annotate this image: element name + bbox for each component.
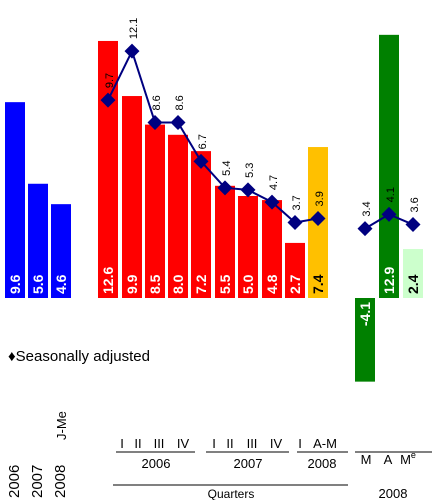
series-value-label: 6.7: [197, 134, 209, 149]
group-label: 2008: [379, 486, 408, 500]
month-tick-label: Me: [400, 450, 416, 467]
series-marker: [264, 194, 280, 210]
bar-value-label: 9.9: [124, 274, 140, 294]
bar: [168, 134, 188, 298]
bar-value-label: -4.1: [357, 302, 373, 326]
bar: [5, 102, 25, 298]
bar-value-label: 12.6: [100, 267, 116, 294]
bar: [215, 185, 235, 298]
series-marker: [357, 221, 373, 237]
bar-value-label: 5.0: [240, 274, 256, 294]
quarter-tick-label: III: [154, 436, 165, 451]
bar-value-label: 8.0: [170, 274, 186, 294]
series-marker: [217, 180, 233, 196]
bar: [98, 40, 118, 299]
quarter-tick-label: II: [134, 436, 141, 451]
group-label: 2006: [142, 456, 171, 471]
group-label: 2008: [308, 456, 337, 471]
bar: [379, 34, 399, 299]
bar: [122, 96, 142, 298]
quarter-tick-label: II: [226, 436, 233, 451]
quarter-tick-label: I: [212, 436, 216, 451]
bar-value-label: 5.5: [217, 274, 233, 294]
quarter-tick-label: III: [247, 436, 258, 451]
bar: [262, 200, 282, 298]
series-marker: [147, 115, 163, 131]
series-marker: [405, 217, 421, 233]
series-line: [107, 48, 319, 224]
month-tick-label: M: [361, 452, 372, 467]
series-value-label: 5.4: [221, 161, 233, 176]
quarter-tick-label: IV: [177, 436, 190, 451]
bar: [51, 204, 71, 298]
bar-value-label: 7.2: [193, 274, 209, 294]
series-value-label: 3.4: [361, 201, 373, 216]
bar-value-label: 4.8: [264, 274, 280, 294]
bar: [28, 183, 48, 298]
series-value-label: 4.1: [385, 187, 397, 202]
group-label: 2007: [234, 456, 263, 471]
series-marker: [100, 92, 116, 108]
bar: [355, 298, 375, 382]
bar: [145, 124, 165, 298]
series-value-label: 3.6: [409, 197, 421, 212]
series-marker: [193, 153, 209, 169]
month-tick-label-superscript: e: [411, 450, 416, 460]
series-value-label: 4.7: [268, 175, 280, 190]
series-marker: [310, 210, 326, 226]
quarter-tick-label: I: [120, 436, 124, 451]
series-marker: [381, 206, 397, 222]
month-tick-label: A: [384, 452, 393, 467]
bar: [191, 151, 211, 298]
bar-value-label: 5.6: [30, 274, 46, 294]
quarter-tick-label: I: [298, 436, 302, 451]
series-marker: [170, 115, 186, 131]
quarter-tick-label: A-M: [313, 436, 337, 451]
annual-tick-label: J-Me: [54, 411, 69, 440]
series-value-label: 12.1: [128, 18, 140, 39]
bar-value-label: 4.6: [53, 274, 69, 294]
bar-value-label: 12.9: [381, 267, 397, 294]
bar-value-label: 7.4: [310, 274, 326, 294]
legend-marker: ♦: [8, 348, 16, 365]
group-label: Quarters: [208, 487, 255, 500]
annual-tick-label: 2006: [6, 465, 23, 498]
bar-value-label: 2.4: [405, 274, 421, 294]
series-marker: [124, 43, 140, 59]
bar-value-label: 8.5: [147, 274, 163, 294]
annual-tick-label: 2007: [29, 465, 46, 498]
bar: [238, 196, 258, 298]
quarter-tick-label: IV: [270, 436, 283, 451]
bar: [403, 249, 423, 298]
legend: ♦Seasonally adjusted: [8, 348, 150, 365]
series-marker: [287, 215, 303, 231]
legend-label: Seasonally adjusted: [15, 348, 150, 365]
series-value-label: 3.7: [291, 195, 303, 210]
series-value-label: 8.6: [174, 95, 186, 110]
bar-value-label: 2.7: [287, 274, 303, 294]
bar-value-label: 9.6: [7, 274, 23, 294]
bar: [285, 242, 305, 298]
series-marker: [240, 182, 256, 198]
series-value-label: 9.7: [104, 73, 116, 88]
series-value-label: 3.9: [314, 191, 326, 206]
annual-tick-label: 2008: [52, 465, 69, 498]
series-value-label: 5.3: [244, 163, 256, 178]
series-value-label: 8.6: [151, 95, 163, 110]
